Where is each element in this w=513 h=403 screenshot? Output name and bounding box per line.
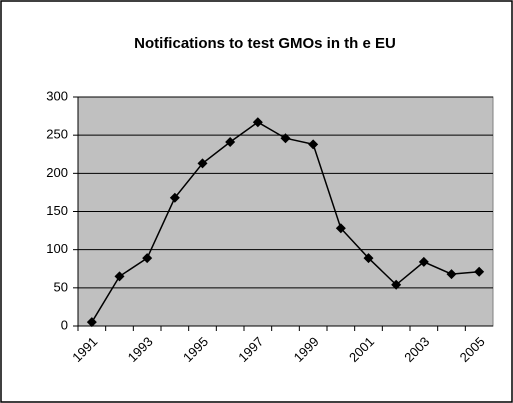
data-point — [391, 279, 402, 290]
y-tick-label: 200 — [46, 165, 68, 180]
data-point — [169, 192, 180, 203]
data-point — [280, 133, 291, 144]
y-tick-label: 100 — [46, 241, 68, 256]
data-point — [142, 253, 153, 264]
y-tick-label: 0 — [61, 317, 68, 332]
chart-title: Notifications to test GMOs in th e EU — [134, 35, 396, 52]
data-point — [474, 266, 485, 277]
y-tick-label: 150 — [46, 203, 68, 218]
data-point — [446, 269, 457, 280]
data-point — [86, 317, 97, 328]
y-tick-label: 300 — [46, 88, 68, 103]
data-point — [252, 117, 263, 128]
data-point — [308, 139, 319, 150]
y-tick-label: 50 — [54, 279, 68, 294]
y-tick-label: 250 — [46, 127, 68, 142]
data-point — [197, 158, 208, 169]
data-point — [418, 256, 429, 267]
data-point — [114, 271, 125, 282]
data-point — [363, 253, 374, 264]
data-point — [225, 137, 236, 148]
data-point — [335, 223, 346, 234]
